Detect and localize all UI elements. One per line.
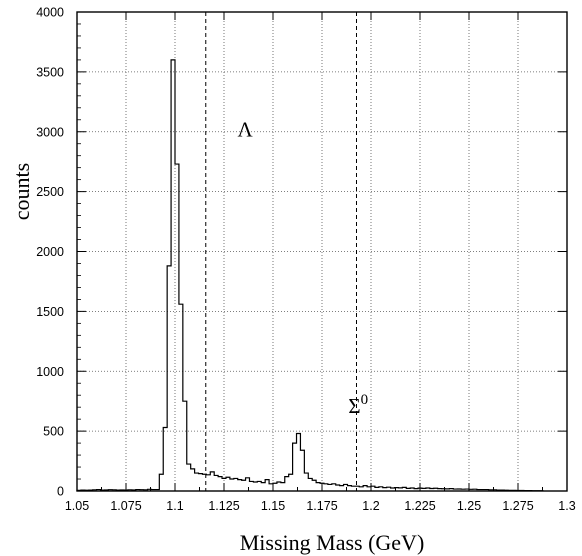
plot-frame xyxy=(76,11,568,492)
y-tick-label: 3000 xyxy=(36,125,64,139)
x-tick-label: 1.175 xyxy=(306,499,337,513)
y-axis-title: counts xyxy=(9,163,34,220)
x-tick-label: 1.125 xyxy=(208,499,239,513)
x-axis-ticks: 1.05 1.075 1.1 1.125 1.15 1.175 1.2 1.225 1.25 1.… xyxy=(65,12,576,513)
x-tick-label: 1.075 xyxy=(110,499,141,513)
lambda-label: Λ xyxy=(238,118,254,142)
x-tick-label: 1.3 xyxy=(558,499,575,513)
peak-annotations: Λ Σ0 xyxy=(238,118,369,419)
y-tick-label: 4000 xyxy=(36,6,64,20)
reference-lines xyxy=(205,12,357,491)
x-tick-label: 1.05 xyxy=(65,499,89,513)
histogram-series xyxy=(76,59,544,492)
x-tick-label: 1.15 xyxy=(261,499,285,513)
x-tick-label: 1.25 xyxy=(457,499,481,513)
y-tick-label: 1500 xyxy=(36,305,64,319)
x-tick-label: 1.1 xyxy=(166,499,183,513)
y-axis-ticks: 0 500 1000 1500 2000 2500 3000 3500 4000 xyxy=(36,6,567,499)
y-tick-label: 3500 xyxy=(36,65,64,79)
x-tick-label: 1.2 xyxy=(362,499,379,513)
sigma0-label: Σ0 xyxy=(348,392,368,418)
y-tick-label: 2000 xyxy=(36,245,64,259)
x-tick-label: 1.225 xyxy=(404,499,435,513)
x-tick-label: 1.275 xyxy=(502,499,533,513)
y-tick-label: 0 xyxy=(57,485,64,499)
y-tick-label: 2500 xyxy=(36,185,64,199)
y-tick-label: 1000 xyxy=(36,365,64,379)
y-tick-label: 500 xyxy=(43,425,64,439)
sigma0-superscript: 0 xyxy=(361,392,369,408)
x-axis-title: Missing Mass (GeV) xyxy=(240,530,425,555)
grid-lines xyxy=(77,12,567,491)
